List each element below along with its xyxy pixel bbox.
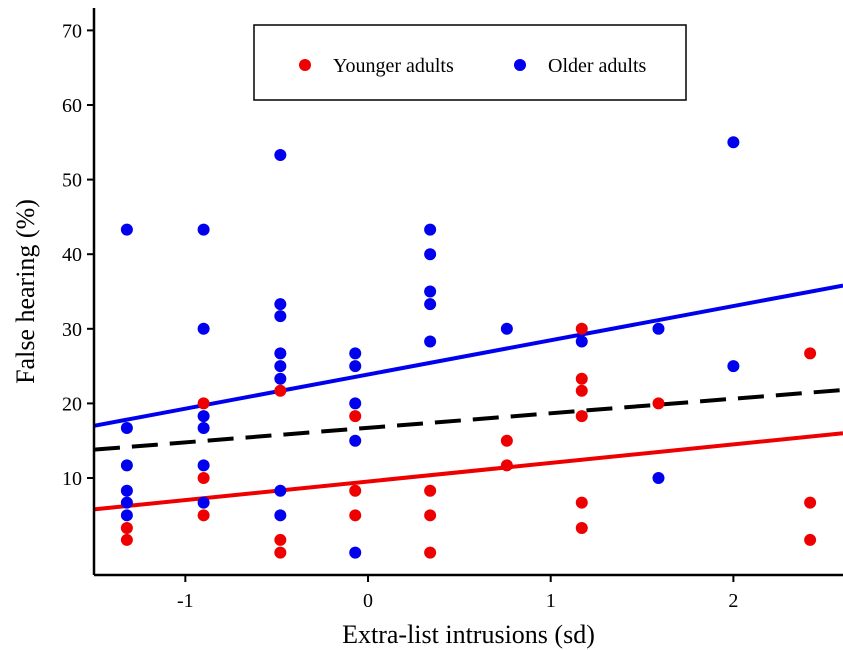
legend: Younger adults Older adults xyxy=(254,25,686,100)
x-tick-label: 0 xyxy=(363,590,373,612)
data-point xyxy=(274,385,286,397)
legend-label: Older adults xyxy=(548,55,647,77)
data-point xyxy=(804,534,816,546)
data-point xyxy=(274,509,286,521)
data-point xyxy=(576,385,588,397)
data-point xyxy=(576,373,588,385)
data-point xyxy=(424,335,436,347)
data-point xyxy=(274,534,286,546)
y-tick-label: 40 xyxy=(62,244,82,266)
data-point xyxy=(121,497,133,509)
data-point xyxy=(198,410,210,422)
data-point xyxy=(274,485,286,497)
x-axis-title: Extra-list intrusions (sd) xyxy=(342,620,595,649)
data-point xyxy=(274,360,286,372)
data-point xyxy=(349,547,361,559)
y-axis-ticks: 10 20 30 40 50 60 70 xyxy=(62,20,94,490)
data-point xyxy=(424,224,436,236)
data-point xyxy=(121,485,133,497)
data-point xyxy=(274,149,286,161)
data-point xyxy=(349,347,361,359)
data-point xyxy=(198,472,210,484)
data-point xyxy=(274,547,286,559)
data-point xyxy=(198,422,210,434)
y-tick-label: 20 xyxy=(62,393,82,415)
data-point xyxy=(727,136,739,148)
data-point xyxy=(121,534,133,546)
data-point xyxy=(576,323,588,335)
data-point xyxy=(198,509,210,521)
legend-marker xyxy=(514,59,526,71)
data-point xyxy=(501,323,513,335)
legend-label: Younger adults xyxy=(333,55,454,77)
y-tick-label: 10 xyxy=(62,468,82,490)
y-tick-label: 50 xyxy=(62,170,82,192)
data-point xyxy=(349,360,361,372)
data-point xyxy=(274,310,286,322)
data-point xyxy=(274,373,286,385)
y-tick-label: 60 xyxy=(62,95,82,117)
data-point xyxy=(576,522,588,534)
data-point xyxy=(424,248,436,260)
data-point xyxy=(804,497,816,509)
data-point xyxy=(198,323,210,335)
data-point xyxy=(198,397,210,409)
data-point xyxy=(121,522,133,534)
data-point xyxy=(274,347,286,359)
y-tick-label: 30 xyxy=(62,319,82,341)
data-point xyxy=(121,509,133,521)
data-point xyxy=(349,397,361,409)
data-point xyxy=(804,347,816,359)
data-point xyxy=(652,472,664,484)
x-tick-label: 2 xyxy=(728,590,738,612)
y-axis-title: False hearing (%) xyxy=(11,199,40,384)
data-point xyxy=(652,397,664,409)
data-point xyxy=(349,509,361,521)
data-point xyxy=(424,485,436,497)
legend-marker xyxy=(299,59,311,71)
data-point xyxy=(424,286,436,298)
x-tick-label: 1 xyxy=(546,590,556,612)
x-axis-ticks: -1 0 1 2 xyxy=(177,575,738,612)
data-point xyxy=(349,410,361,422)
data-point xyxy=(198,459,210,471)
y-tick-label: 70 xyxy=(62,20,82,42)
data-point xyxy=(501,435,513,447)
data-point xyxy=(349,485,361,497)
data-point xyxy=(274,298,286,310)
data-point xyxy=(727,360,739,372)
data-point xyxy=(121,422,133,434)
data-point xyxy=(349,435,361,447)
data-point xyxy=(576,335,588,347)
data-point xyxy=(424,298,436,310)
data-point xyxy=(652,323,664,335)
data-point xyxy=(424,547,436,559)
x-tick-label: -1 xyxy=(177,590,194,612)
data-point xyxy=(501,459,513,471)
data-point xyxy=(198,497,210,509)
data-point xyxy=(198,224,210,236)
data-point xyxy=(121,459,133,471)
data-point xyxy=(424,509,436,521)
data-point xyxy=(121,224,133,236)
data-point xyxy=(576,497,588,509)
data-point xyxy=(576,410,588,422)
